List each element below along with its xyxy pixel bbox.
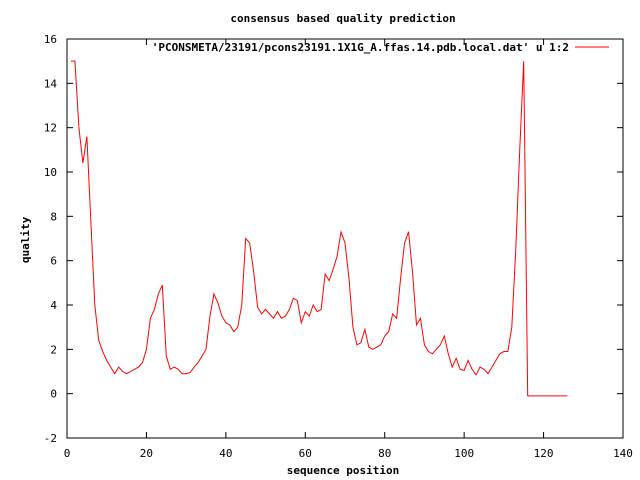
y-tick-label: 2 xyxy=(50,343,57,356)
legend-label: 'PCONSMETA/23191/pcons23191.1X1G_A.ffas.… xyxy=(152,41,569,54)
x-axis-label: sequence position xyxy=(287,464,400,477)
series-line xyxy=(70,60,568,397)
x-tick-label: 100 xyxy=(454,447,474,460)
x-tick-label: 60 xyxy=(299,447,312,460)
y-tick-label: 14 xyxy=(44,77,58,90)
x-tick-label: 0 xyxy=(64,447,71,460)
chart-title: consensus based quality prediction xyxy=(230,12,455,25)
y-tick-label: 16 xyxy=(44,33,57,46)
y-tick-label: 0 xyxy=(50,388,57,401)
y-axis: -2 0 2 4 6 8 10 12 14 16 xyxy=(44,33,623,445)
x-tick-label: 40 xyxy=(219,447,232,460)
legend: 'PCONSMETA/23191/pcons23191.1X1G_A.ffas.… xyxy=(152,41,609,54)
x-tick-label: 120 xyxy=(534,447,554,460)
y-tick-label: 8 xyxy=(50,210,57,223)
y-tick-label: 10 xyxy=(44,166,57,179)
y-tick-label: 12 xyxy=(44,122,57,135)
x-tick-label: 140 xyxy=(613,447,633,460)
x-tick-label: 20 xyxy=(140,447,153,460)
y-tick-label: 6 xyxy=(50,255,57,268)
y-tick-label: -2 xyxy=(44,432,57,445)
plot-frame xyxy=(66,38,624,439)
y-axis-label: quality xyxy=(19,216,32,263)
x-tick-label: 80 xyxy=(378,447,391,460)
x-axis: 0 20 40 60 80 100 120 140 xyxy=(64,39,633,460)
series-layer xyxy=(70,60,568,397)
y-tick-label: 4 xyxy=(50,299,57,312)
